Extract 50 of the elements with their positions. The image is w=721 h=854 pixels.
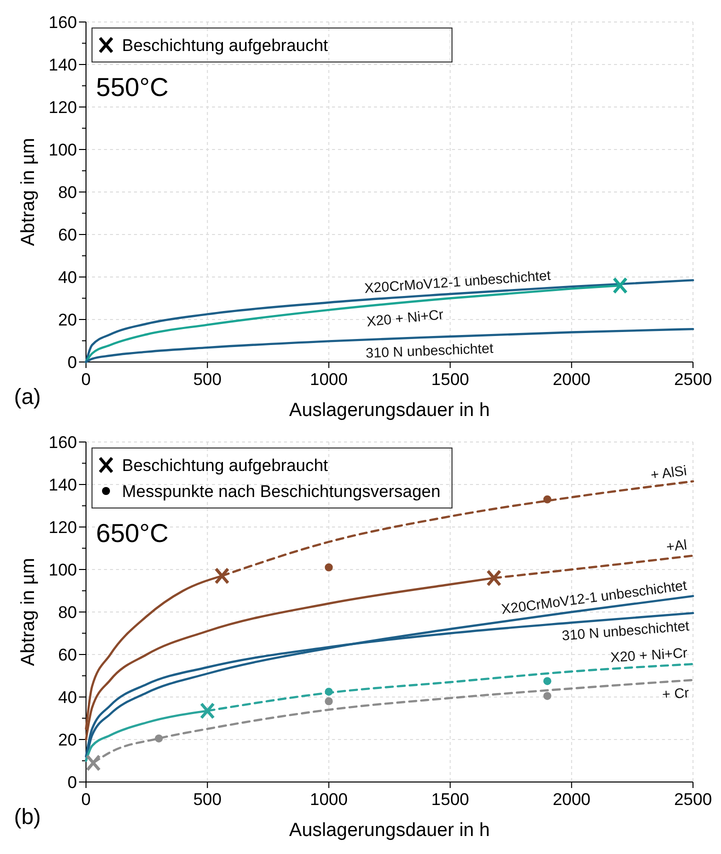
- y-tick-label: 60: [58, 225, 77, 244]
- series-label: + Cr: [662, 684, 690, 702]
- y-tick-label: 140: [48, 475, 77, 494]
- y-tick-label: 40: [58, 268, 77, 287]
- y-tick-label: 100: [48, 560, 77, 580]
- text: + AlSi: [650, 462, 688, 483]
- x-tick-label: 2500: [674, 790, 712, 809]
- y-tick-label: 80: [58, 182, 77, 202]
- y-tick-label: 0: [68, 352, 77, 372]
- annotation: Beschichtung aufgebraucht: [122, 456, 328, 475]
- series-label: 310 N unbeschichtet: [365, 340, 494, 361]
- y-tick-label: 40: [58, 688, 77, 707]
- annotation: Messpunkte nach Beschichtungsversagen: [122, 482, 440, 501]
- x-tick-label: 2000: [552, 370, 591, 389]
- series-label: X20 + Ni+Cr: [610, 644, 688, 666]
- y-tick-label: 20: [58, 730, 77, 750]
- x-tick-label: 1000: [310, 790, 348, 809]
- series-label: 310 N unbeschichtet: [561, 617, 690, 644]
- annotation: 650°C: [96, 518, 169, 548]
- y-tick-label: 20: [58, 310, 77, 330]
- y-tick-label: 160: [48, 12, 77, 32]
- y-tick-label: 140: [48, 55, 77, 74]
- y-tick-label: 100: [48, 140, 77, 160]
- annotation: Beschichtung aufgebraucht: [122, 36, 328, 55]
- x-axis-title: Auslagerungsdauer in h: [289, 400, 490, 421]
- x-tick-label: 2000: [552, 790, 591, 809]
- annotation: 550°C: [96, 72, 169, 102]
- text: X20CrMoV12-1 unbeschichtet: [500, 576, 688, 618]
- x-tick-label: 0: [81, 790, 91, 809]
- x-tick-label: 0: [81, 370, 91, 389]
- text: (a): [14, 384, 41, 409]
- y-axis-title: Abtrag in µm: [18, 138, 39, 246]
- text: +Al: [665, 536, 688, 555]
- x-axis-title: Auslagerungsdauer in h: [289, 820, 490, 841]
- x-tick-label: 2500: [674, 370, 712, 389]
- y-axis-title: Abtrag in µm: [18, 558, 39, 666]
- x-tick-label: 1500: [431, 790, 470, 809]
- text: (b): [14, 804, 41, 829]
- y-tick-label: 160: [48, 432, 77, 452]
- y-tick-label: 0: [68, 772, 77, 792]
- x-tick-label: 500: [193, 370, 222, 389]
- text: X20 + Ni+Cr: [366, 306, 444, 330]
- y-tick-label: 80: [58, 602, 77, 622]
- x-tick-label: 500: [193, 790, 222, 809]
- y-tick-label: 120: [48, 98, 77, 117]
- x-tick-label: 1000: [310, 370, 348, 389]
- series-label: X20CrMoV12-1 unbeschichtet: [364, 266, 552, 296]
- y-tick-label: 60: [58, 645, 77, 664]
- x-tick-label: 1500: [431, 370, 470, 389]
- y-tick-label: 120: [48, 518, 77, 537]
